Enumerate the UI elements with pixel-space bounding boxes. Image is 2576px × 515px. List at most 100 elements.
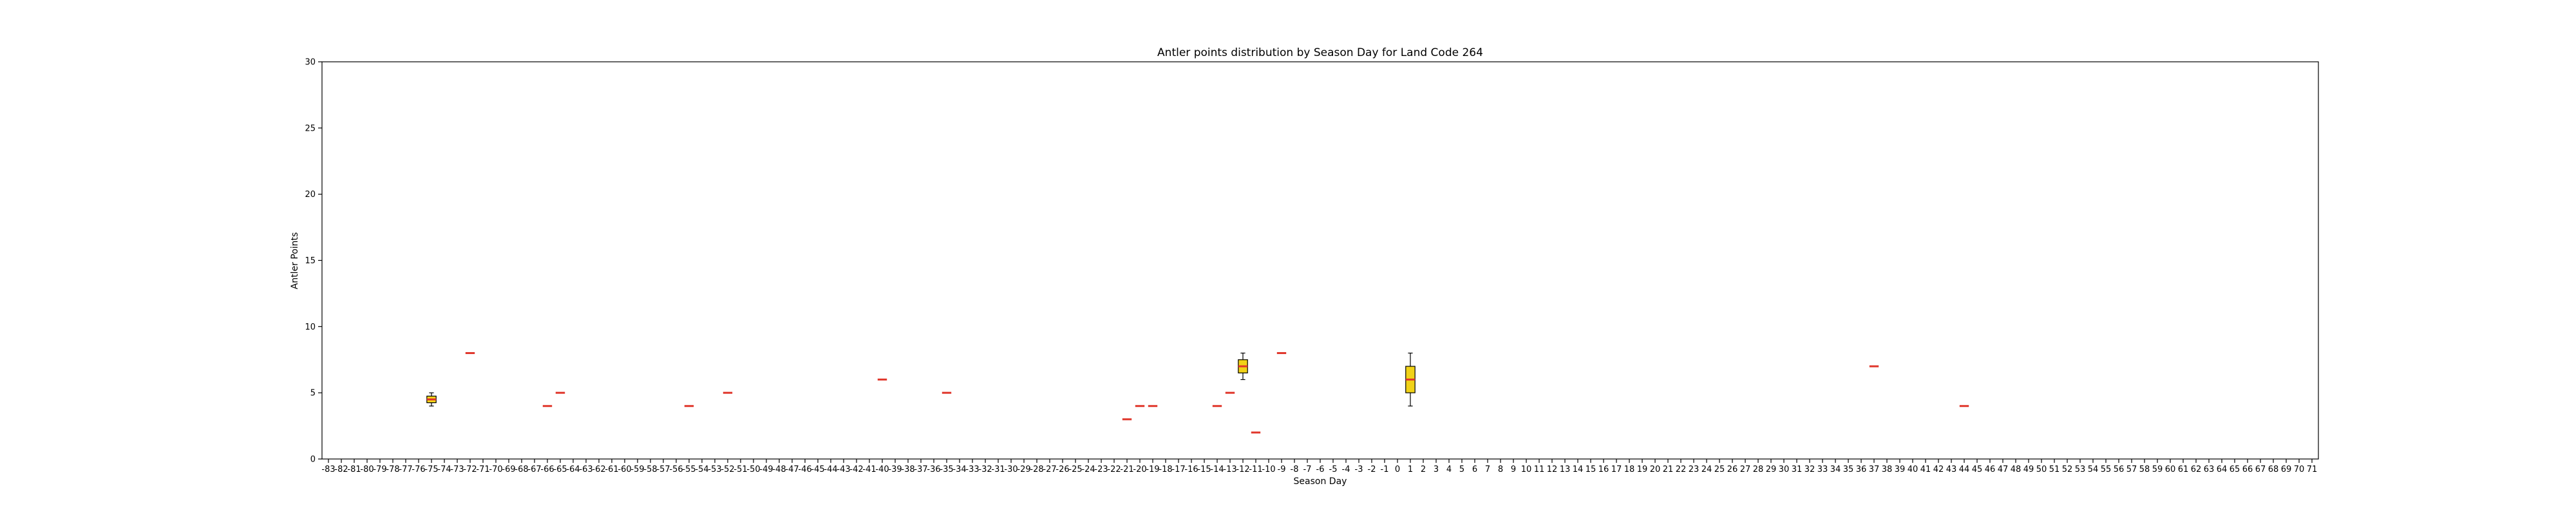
x-tick-label: 32: [1804, 465, 1815, 474]
x-tick-label: -67: [527, 465, 541, 474]
x-tick-label: 27: [1740, 465, 1751, 474]
x-tick-label: -55: [682, 465, 696, 474]
x-axis: -83-82-81-80-79-78-77-76-75-74-73-72-71-…: [321, 459, 2317, 474]
x-tick-label: -10: [1262, 465, 1275, 474]
x-tick-label: 5: [1459, 465, 1464, 474]
x-tick-label: 54: [2088, 465, 2099, 474]
y-tick-label: 5: [310, 389, 316, 398]
x-tick-label: 68: [2268, 465, 2279, 474]
x-tick-label: -65: [553, 465, 567, 474]
x-tick-label: 52: [2062, 465, 2073, 474]
x-tick-label: 37: [1869, 465, 1880, 474]
x-tick-label: 17: [1611, 465, 1622, 474]
x-tick-label: 2: [1421, 465, 1426, 474]
x-tick-label: 1: [1408, 465, 1413, 474]
x-tick-label: 22: [1676, 465, 1687, 474]
x-tick-label: 63: [2204, 465, 2215, 474]
x-tick-label: -71: [476, 465, 489, 474]
x-tick-label: -16: [1184, 465, 1198, 474]
x-tick-label: -28: [1030, 465, 1043, 474]
x-tick-label: -14: [1210, 465, 1224, 474]
x-tick-label: -5: [1329, 465, 1338, 474]
x-tick-label: -72: [463, 465, 477, 474]
y-axis-label: Antler Points: [290, 232, 300, 290]
x-tick-label: -7: [1303, 465, 1312, 474]
x-tick-label: 18: [1624, 465, 1635, 474]
x-tick-label: -31: [991, 465, 1005, 474]
x-tick-label: -83: [321, 465, 335, 474]
x-tick-label: -53: [708, 465, 721, 474]
x-tick-label: -47: [785, 465, 799, 474]
x-tick-label: 24: [1701, 465, 1712, 474]
y-tick-label: 30: [305, 58, 316, 68]
x-tick-label: 70: [2294, 465, 2305, 474]
x-tick-label: -75: [424, 465, 438, 474]
x-tick-label: 71: [2307, 465, 2318, 474]
x-tick-label: 45: [1972, 465, 1983, 474]
x-tick-label: -48: [772, 465, 786, 474]
x-tick-label: -19: [1146, 465, 1159, 474]
x-tick-label: -63: [579, 465, 592, 474]
x-tick-label: 41: [1920, 465, 1931, 474]
x-tick-label: 64: [2217, 465, 2228, 474]
x-tick-label: 59: [2152, 465, 2163, 474]
x-tick-label: -30: [1004, 465, 1018, 474]
x-tick-label: 15: [1586, 465, 1596, 474]
x-tick-label: 23: [1689, 465, 1700, 474]
x-tick-label: 4: [1446, 465, 1452, 474]
y-axis: 0 5 10 15 20 25 30: [305, 58, 322, 465]
x-tick-label: 48: [2011, 465, 2022, 474]
y-tick-label: 25: [305, 124, 316, 133]
x-tick-label: 14: [1573, 465, 1584, 474]
x-tick-label: -82: [334, 465, 348, 474]
x-tick-label: 57: [2126, 465, 2137, 474]
x-tick-label: 44: [1959, 465, 1970, 474]
x-tick-label: -57: [656, 465, 670, 474]
x-tick-label: -35: [940, 465, 953, 474]
x-tick-label: -51: [734, 465, 747, 474]
x-tick-label: 19: [1637, 465, 1648, 474]
x-tick-label: -40: [875, 465, 889, 474]
x-tick-label: 56: [2114, 465, 2125, 474]
x-tick-label: -6: [1316, 465, 1325, 474]
x-tick-label: 50: [2036, 465, 2047, 474]
x-tick-label: 8: [1498, 465, 1503, 474]
x-tick-label: 61: [2178, 465, 2189, 474]
y-tick-label: 20: [305, 190, 316, 200]
x-tick-label: -1: [1381, 465, 1389, 474]
x-tick-label: -26: [1056, 465, 1069, 474]
x-tick-label: -62: [592, 465, 605, 474]
box-series: [426, 351, 1969, 434]
x-tick-label: -29: [1017, 465, 1030, 474]
x-tick-label: -80: [360, 465, 374, 474]
x-tick-label: 33: [1817, 465, 1828, 474]
x-tick-label: -13: [1223, 465, 1236, 474]
x-tick-label: -76: [412, 465, 425, 474]
x-tick-label: 30: [1779, 465, 1790, 474]
x-tick-label: -44: [824, 465, 837, 474]
x-tick-label: -59: [630, 465, 644, 474]
x-tick-label: -42: [849, 465, 863, 474]
x-tick-label: 12: [1547, 465, 1558, 474]
x-tick-label: -46: [798, 465, 811, 474]
box-1: [1405, 352, 1416, 407]
x-tick-label: 39: [1895, 465, 1906, 474]
x-tick-label: -38: [901, 465, 914, 474]
x-tick-label: 21: [1663, 465, 1674, 474]
x-tick-label: -8: [1291, 465, 1299, 474]
x-tick-label: -70: [489, 465, 502, 474]
y-tick-label: 15: [305, 256, 316, 266]
x-tick-label: -17: [1171, 465, 1185, 474]
x-tick-label: -58: [643, 465, 657, 474]
x-tick-label: 40: [1908, 465, 1918, 474]
x-tick-label: -11: [1249, 465, 1262, 474]
x-tick-label: 11: [1534, 465, 1545, 474]
x-tick-label: 65: [2230, 465, 2240, 474]
x-tick-label: -21: [1120, 465, 1133, 474]
chart-title: Antler points distribution by Season Day…: [1157, 46, 1483, 59]
x-tick-label: -12: [1236, 465, 1249, 474]
x-tick-label: 49: [2023, 465, 2034, 474]
x-tick-label: -34: [952, 465, 966, 474]
x-tick-label: 9: [1511, 465, 1516, 474]
